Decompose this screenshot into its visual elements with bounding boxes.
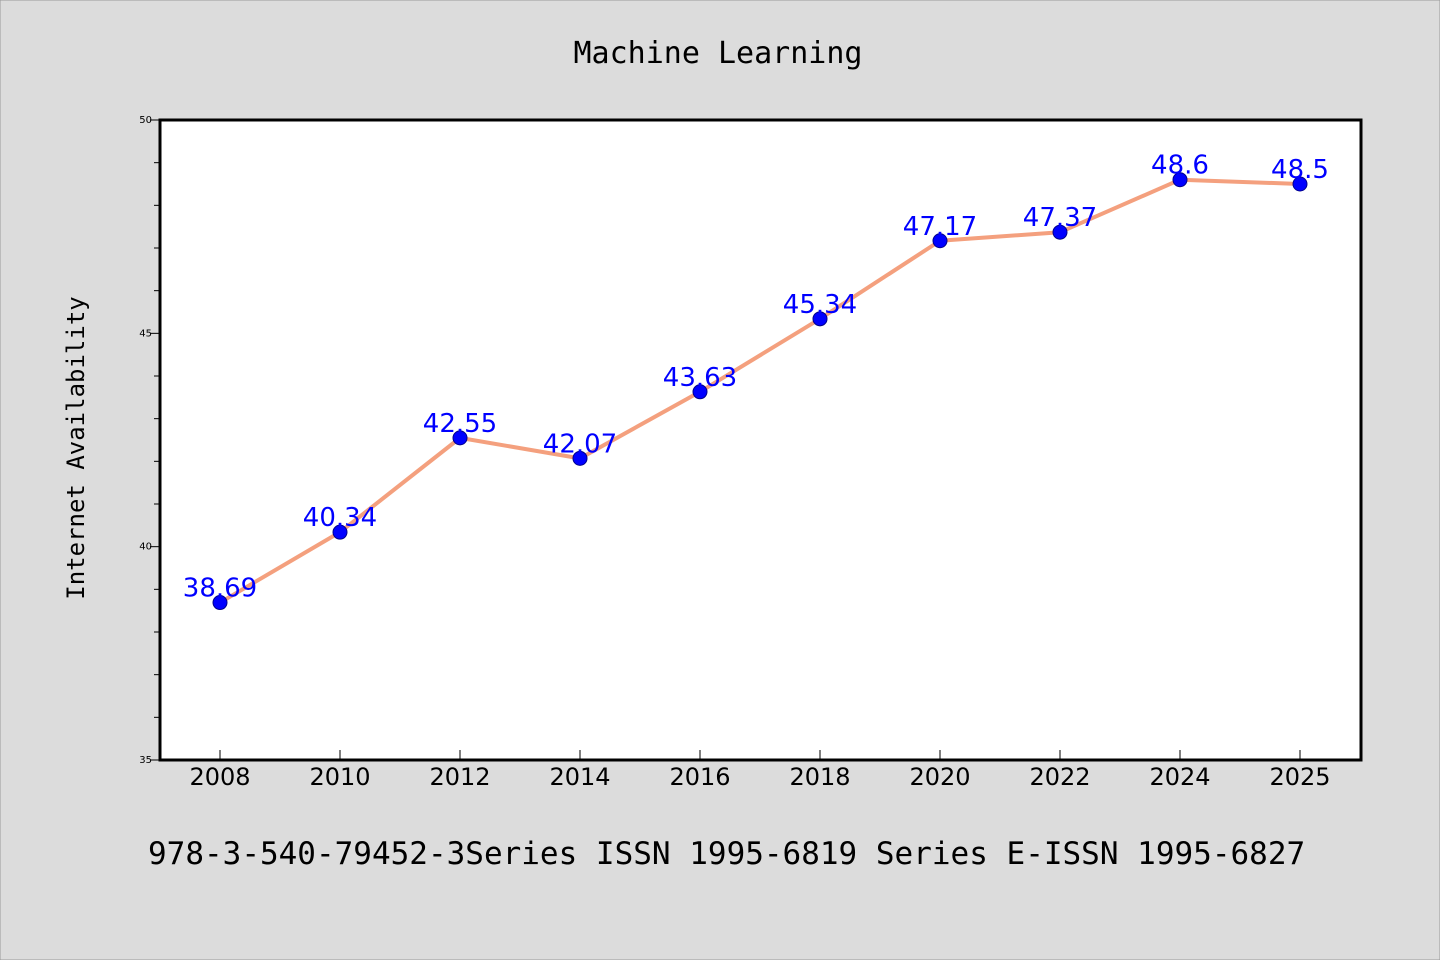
x-tick-label: 2025	[1269, 763, 1330, 791]
data-point	[1052, 224, 1068, 240]
data-point	[572, 450, 588, 466]
data-point	[332, 524, 348, 540]
data-point	[1292, 176, 1308, 192]
footer-text: 978-3-540-79452-3Series ISSN 1995-6819 S…	[148, 836, 1305, 872]
x-tick-label: 2014	[549, 763, 610, 791]
x-tick-label: 2024	[1149, 763, 1210, 791]
series-markers	[212, 172, 1308, 611]
data-label: 42.55	[423, 409, 497, 439]
x-tick-label: 2008	[189, 763, 250, 791]
data-label: 43.63	[663, 363, 737, 393]
data-point	[812, 311, 828, 327]
x-tick-label: 2016	[669, 763, 730, 791]
y-axis-label: Internet Availability	[62, 296, 90, 599]
x-tick-label: 2018	[789, 763, 850, 791]
data-point	[932, 233, 948, 249]
x-tick-label: 2022	[1029, 763, 1090, 791]
y-axis-ticks: 35 40 45 50	[139, 115, 160, 766]
x-tick-label: 2010	[309, 763, 370, 791]
data-point	[452, 430, 468, 446]
data-label: 47.37	[1023, 203, 1097, 233]
plot-area	[158, 118, 1363, 762]
y-tick-label: 35	[139, 755, 152, 766]
data-label: 40.34	[303, 503, 377, 533]
x-axis-ticks: 2008 2010 2012 2014 2016 2018 2020 2022 2024 2025	[189, 750, 1331, 791]
y-tick-label: 40	[139, 542, 152, 553]
series-line	[218, 177, 1302, 605]
data-labels: 38.69 40.34 42.55 42.07 43.63 45.34 47.17 47.37…	[183, 151, 1329, 604]
data-label: 45.34	[783, 290, 857, 320]
x-tick-label: 2012	[429, 763, 490, 791]
chart-title: Machine Learning	[574, 36, 863, 71]
data-point	[212, 595, 228, 611]
x-tick-label: 2020	[909, 763, 970, 791]
data-label: 42.07	[543, 429, 617, 459]
y-tick-label: 45	[139, 328, 152, 339]
data-label: 48.6	[1151, 151, 1209, 181]
series-line-group	[218, 177, 1302, 605]
data-point	[1172, 172, 1188, 188]
data-label: 38.69	[183, 574, 257, 604]
y-tick-label: 50	[139, 115, 152, 126]
data-label: 48.5	[1271, 155, 1329, 185]
data-point	[692, 384, 708, 400]
data-label: 47.17	[903, 212, 977, 242]
